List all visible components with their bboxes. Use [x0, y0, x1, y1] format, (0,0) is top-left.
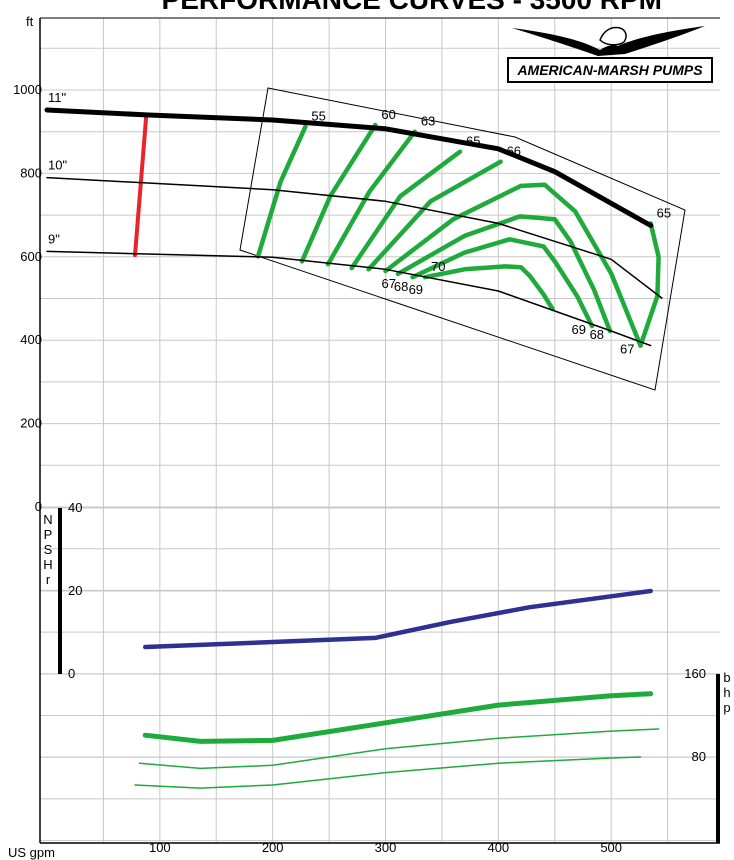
head-curve: [46, 250, 652, 347]
y-tick-label: 20: [68, 583, 82, 598]
bhp-curve: [142, 691, 654, 744]
logo-text: AMERICAN-MARSH PUMPS: [516, 62, 703, 78]
head-curve: [44, 107, 654, 228]
efficiency-label: 69: [409, 282, 423, 297]
efficiency-label: 70: [431, 259, 445, 274]
npsh-curve: [142, 588, 653, 650]
x-tick-label: 200: [262, 840, 284, 855]
efficiency-label: 68: [394, 279, 408, 294]
efficiency-label: 69: [572, 322, 586, 337]
y-tick-label: 400: [20, 332, 42, 347]
y-tick-label: 0: [68, 666, 75, 681]
efficiency-label: 67: [382, 276, 396, 291]
curve-label: 11": [48, 90, 66, 105]
efficiency-label: 67: [620, 342, 634, 357]
npsh-axis-label: NPSHr: [41, 512, 56, 587]
efficiency-label: 63: [421, 114, 435, 129]
chart-title: PERFORMANCE CURVES - 3500 RPM: [162, 0, 662, 15]
y-tick-label: 40: [68, 500, 82, 515]
curve-label: 9": [48, 231, 60, 246]
efficiency-curve: [366, 159, 503, 272]
bhp-curve: [134, 756, 642, 789]
efficiency-label: 60: [381, 107, 395, 122]
y-axis-label: ft: [26, 14, 34, 29]
min-flow-line: [133, 113, 149, 258]
logo: AMERICAN-MARSH PUMPS: [507, 26, 713, 83]
y-tick-label: 200: [20, 416, 42, 431]
y-tick-label: 1000: [13, 82, 42, 97]
x-tick-label: 300: [375, 840, 397, 855]
efficiency-curve: [349, 149, 661, 348]
y-tick-label: 800: [20, 165, 42, 180]
y-tick-label: 600: [20, 249, 42, 264]
x-tick-label: 400: [487, 840, 509, 855]
bhp-axis-label: bhp: [720, 670, 734, 715]
operating-range: [239, 87, 686, 391]
y-tick-label: 160: [684, 666, 706, 681]
efficiency-curve: [325, 129, 418, 267]
x-axis-label: US gpm: [8, 845, 55, 860]
efficiency-label: 55: [311, 109, 325, 124]
efficiency-curve: [383, 182, 643, 348]
bhp-curve: [138, 728, 660, 770]
efficiency-curve: [255, 124, 308, 259]
grid: [40, 18, 720, 843]
y-tick-label: 80: [692, 749, 706, 764]
head-curve: [46, 176, 663, 299]
efficiency-curve: [422, 264, 555, 312]
x-tick-label: 100: [149, 840, 171, 855]
efficiency-label: 65: [657, 205, 671, 220]
x-tick-label: 500: [600, 840, 622, 855]
efficiency-curve: [410, 237, 595, 329]
efficiency-label: 68: [590, 327, 604, 342]
efficiency-curve: [395, 214, 613, 334]
curve-label: 10": [48, 158, 67, 173]
y-tick-label: 0: [35, 499, 42, 514]
